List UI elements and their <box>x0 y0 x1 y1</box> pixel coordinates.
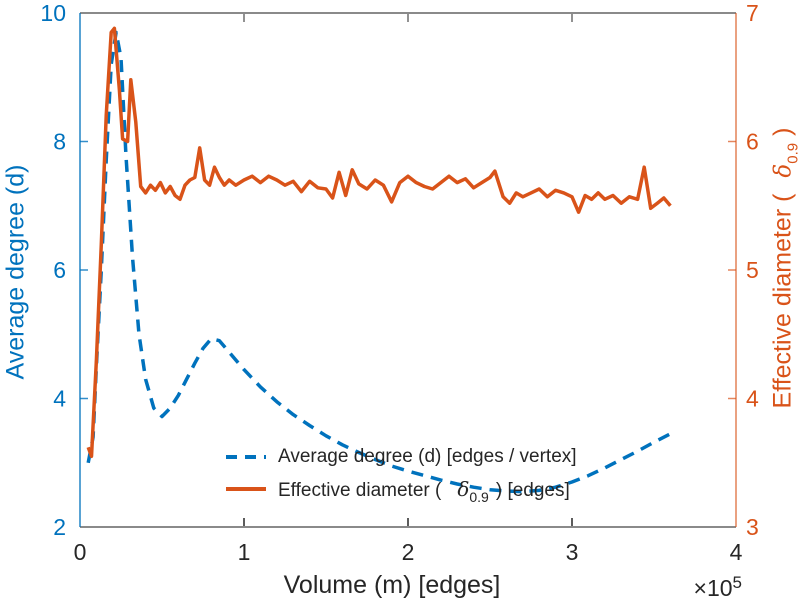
delta-symbol: δ <box>770 163 797 178</box>
legend-entry-effective-diameter: Effective diameter ( δ0.9 ) [edges] <box>226 473 577 505</box>
left-tick-label: 4 <box>53 386 66 412</box>
right-tick-label: 6 <box>746 129 759 155</box>
right-y-axis-label: Effective diameter ( δ0.9) <box>768 127 802 409</box>
legend-dashed-line-sample <box>226 455 266 459</box>
right-tick-label: 7 <box>746 0 759 26</box>
left-tick-label: 10 <box>40 0 66 26</box>
legend-entry-average-degree: Average degree (d) [edges / vertex] <box>226 441 577 473</box>
right-tick-label: 3 <box>746 514 759 540</box>
x-tick-label: 4 <box>730 539 743 565</box>
right-tick-label: 5 <box>746 257 759 283</box>
left-tick-label: 2 <box>53 514 66 540</box>
x-axis-multiplier: ×105 <box>694 573 742 602</box>
left-y-axis-label: Average degree (d) <box>2 165 31 380</box>
legend: Average degree (d) [edges / vertex] Effe… <box>226 441 577 505</box>
delta-subscript: 0.9 <box>784 142 802 164</box>
x-axis-label-text: Volume (m) [edges] <box>283 571 501 599</box>
right-tick-label: 4 <box>746 386 759 412</box>
x-tick-label: 2 <box>402 539 415 565</box>
legend-label2-prefix: Effective diameter ( <box>278 479 442 501</box>
multiplier-base: ×10 <box>693 575 733 601</box>
legend-label2-suffix: ) [edges] <box>495 479 570 501</box>
legend-label-effective-diameter: Effective diameter ( δ0.9 ) [edges] <box>278 476 570 505</box>
left-tick-label: 6 <box>53 257 66 283</box>
left-y-axis-label-text: Average degree (d) <box>1 164 30 380</box>
series-average-degree-line <box>86 30 672 494</box>
x-axis-label: Volume (m) [edges] <box>284 571 501 600</box>
x-tick-label: 3 <box>566 539 579 565</box>
legend-label-average-degree: Average degree (d) [edges / vertex] <box>278 446 577 467</box>
series-effective-diameter-line <box>86 26 672 459</box>
legend-delta-subscript: 0.9 <box>469 488 489 505</box>
left-tick-label: 8 <box>53 129 66 155</box>
legend-solid-line-sample <box>226 487 266 491</box>
legend-delta-symbol: δ <box>457 476 470 501</box>
right-y-axis-label-suffix: ) <box>768 127 797 136</box>
multiplier-exponent: 5 <box>732 573 742 592</box>
right-y-axis-label-prefix: Effective diameter ( <box>768 193 797 409</box>
x-tick-label: 0 <box>74 539 87 565</box>
x-tick-label: 1 <box>238 539 251 565</box>
